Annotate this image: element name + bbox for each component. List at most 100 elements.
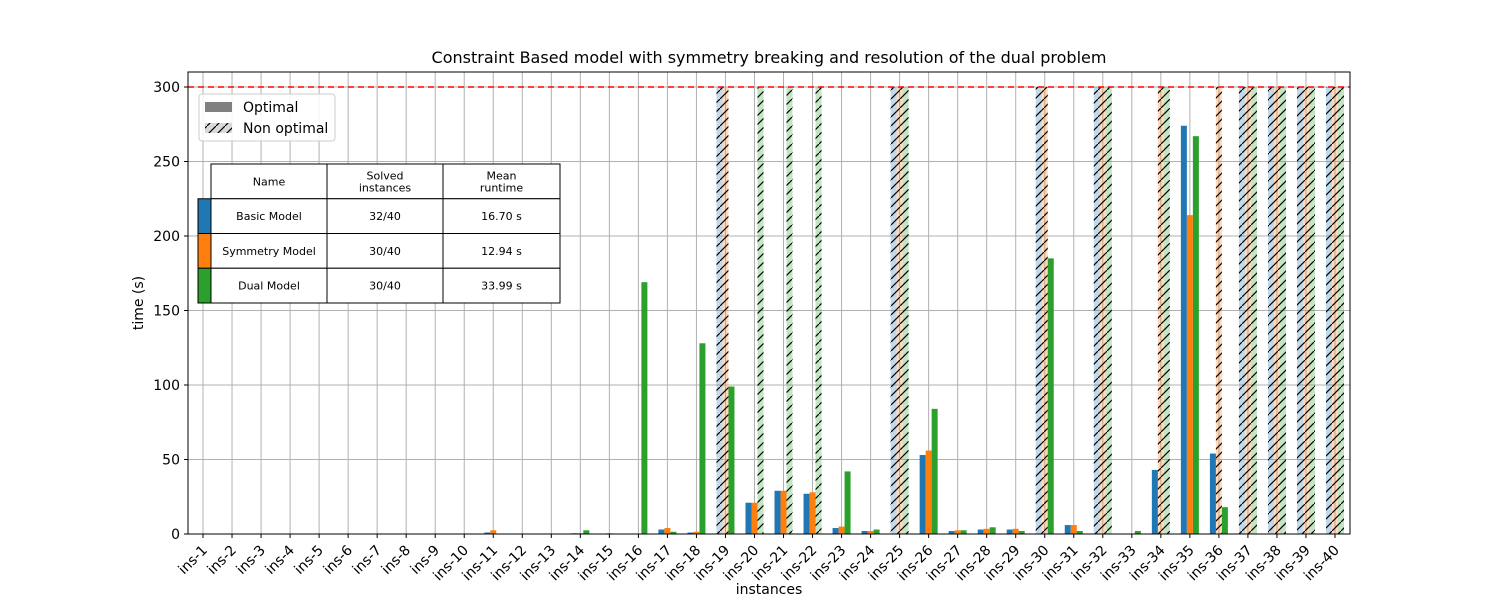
bar xyxy=(658,529,665,534)
bar xyxy=(867,531,874,534)
bar-hatch xyxy=(815,87,822,534)
bar xyxy=(1221,507,1228,534)
bar xyxy=(751,502,758,534)
table-cell-text: 32/40 xyxy=(369,210,401,223)
plot-frame xyxy=(187,71,1351,535)
bar-hatch xyxy=(786,87,793,534)
bar-hatch xyxy=(1332,87,1338,534)
table-header-text: Mean xyxy=(487,169,517,182)
bar-hatch xyxy=(1099,87,1106,534)
table-cell xyxy=(210,198,328,234)
bar-hatch xyxy=(1163,87,1170,534)
y-tick-label: 50 xyxy=(162,453,180,469)
table-header-text: Name xyxy=(253,175,286,188)
bar xyxy=(641,282,648,534)
x-tick-label: ins-2 xyxy=(204,543,239,578)
table-cell xyxy=(326,267,444,304)
legend-label: Optimal xyxy=(243,100,298,116)
table-cell-text: 30/40 xyxy=(369,280,401,293)
table-cell-text: 16.70 s xyxy=(481,210,522,223)
table-row-color-key xyxy=(197,198,212,234)
y-tick-label: 100 xyxy=(153,378,180,394)
legend-swatch-hatch xyxy=(205,123,232,133)
bar-hatch xyxy=(1308,87,1315,534)
bar xyxy=(960,530,967,534)
bar-hatch xyxy=(890,87,897,534)
bar xyxy=(977,529,984,534)
y-tick-label: 250 xyxy=(153,155,180,171)
bar xyxy=(774,490,781,534)
bar-hatch xyxy=(1267,87,1274,534)
bar xyxy=(745,502,752,534)
table-cell xyxy=(210,267,328,304)
bar xyxy=(693,531,700,534)
legend-label: Non optimal xyxy=(243,121,328,137)
bar xyxy=(1006,529,1013,534)
y-axis-label: time (s) xyxy=(131,276,147,330)
bar xyxy=(861,531,868,534)
bar-hatch xyxy=(1250,87,1257,534)
bar xyxy=(809,492,816,534)
bar xyxy=(1070,525,1077,534)
bar-hatch xyxy=(896,87,903,534)
table-cell-text: 12.94 s xyxy=(481,245,522,258)
x-tick-label: ins-6 xyxy=(321,542,356,577)
bar-hatch xyxy=(1238,87,1245,534)
bar xyxy=(1064,525,1071,534)
x-tick-label: ins-3 xyxy=(234,543,269,578)
bar xyxy=(1151,469,1158,534)
bar xyxy=(1134,531,1141,534)
x-tick-label: ins-1 xyxy=(175,543,210,578)
bar xyxy=(1012,528,1019,534)
bar xyxy=(670,531,677,534)
bar xyxy=(583,530,590,534)
bar-hatch xyxy=(1157,87,1164,534)
bar xyxy=(1186,215,1193,534)
table-cell xyxy=(210,233,328,269)
bar-hatch xyxy=(1338,87,1344,534)
bar xyxy=(780,490,787,534)
y-axis: 0 50 100 150 200 250 300 xyxy=(153,80,188,543)
x-tick-label: ins-8 xyxy=(379,543,414,578)
bar xyxy=(838,526,845,534)
table-header-text: Solved xyxy=(366,169,403,182)
bar xyxy=(873,529,880,534)
x-axis-label: instances xyxy=(736,582,803,598)
table-header-cell xyxy=(326,163,444,200)
y-tick-label: 150 xyxy=(153,304,180,320)
bar xyxy=(1209,453,1216,534)
table-header-text: runtime xyxy=(480,181,524,194)
bar-hatch xyxy=(1244,87,1251,534)
table-header-cell xyxy=(210,163,328,200)
y-tick-label: 300 xyxy=(153,80,180,96)
bar xyxy=(1180,125,1187,535)
table-cell-text: Basic Model xyxy=(236,210,302,223)
bar-hatch xyxy=(902,87,909,534)
x-tick-label: ins-4 xyxy=(263,542,298,577)
bar xyxy=(844,471,851,534)
bar-hatch xyxy=(757,87,764,534)
table-cell-text: 33.99 s xyxy=(481,280,522,293)
bar xyxy=(1076,531,1083,534)
table-cell-text: Dual Model xyxy=(238,280,300,293)
bar-hatch xyxy=(716,87,723,534)
table-cell xyxy=(326,233,444,269)
bar xyxy=(931,408,938,534)
bar-hatch xyxy=(1326,87,1332,534)
bar-hatch xyxy=(1105,87,1112,534)
legend-box xyxy=(198,93,336,142)
bar xyxy=(1018,531,1025,534)
bar xyxy=(983,528,990,534)
bar xyxy=(919,455,926,534)
bar xyxy=(484,532,491,534)
table-cell xyxy=(326,198,444,234)
table-row-color-key xyxy=(197,233,212,269)
bar xyxy=(687,532,694,534)
bar xyxy=(728,386,735,534)
table-cell-text: 30/40 xyxy=(369,245,401,258)
bar xyxy=(699,343,706,534)
bar-hatch xyxy=(1279,87,1286,534)
x-axis: ins-1ins-2ins-3ins-4ins-5ins-6ins-7ins-8… xyxy=(175,534,1343,584)
bar xyxy=(954,530,961,534)
